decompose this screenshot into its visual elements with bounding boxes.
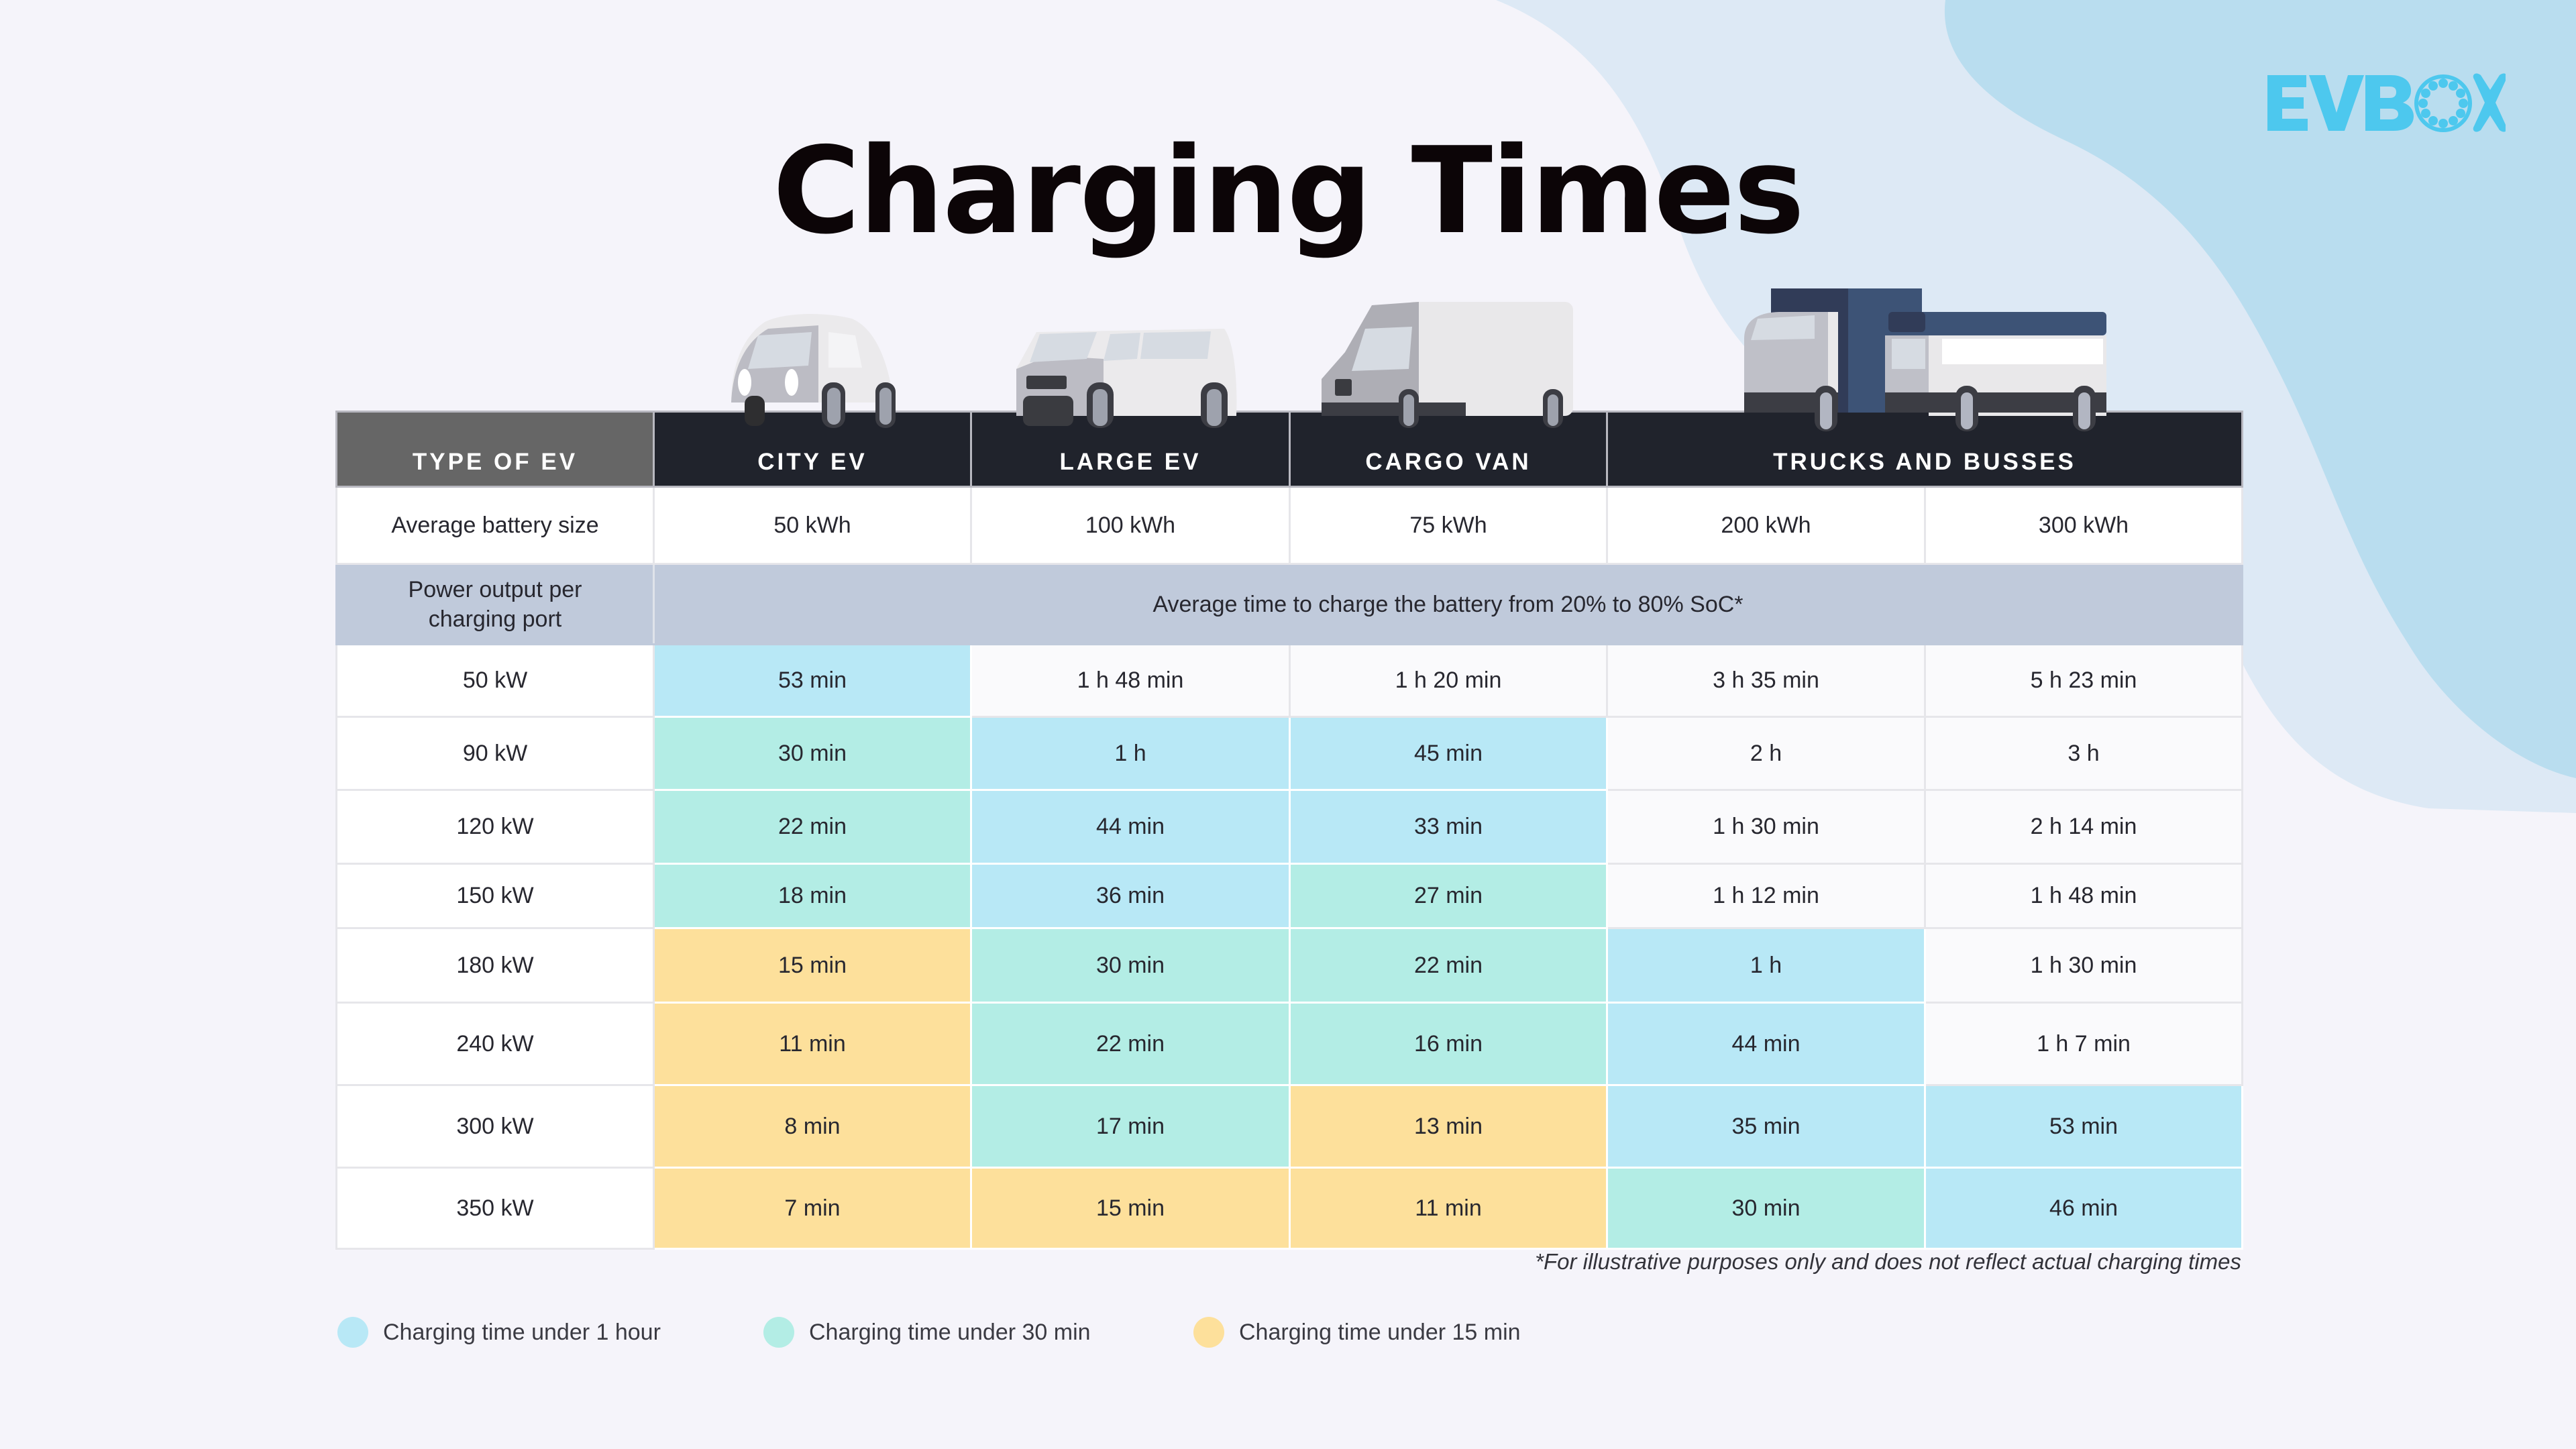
power-output-cell: 300 kW	[335, 1084, 655, 1169]
charging-time-cell: 46 min	[1924, 1167, 2243, 1250]
power-output-cell: 90 kW	[335, 716, 655, 791]
charging-time-cell: 13 min	[1289, 1084, 1608, 1169]
power-output-cell: 120 kW	[335, 789, 655, 865]
page-title: Charging Times	[772, 121, 1805, 260]
power-output-cell: 240 kW	[335, 1002, 655, 1086]
legend-label: Charging time under 15 min	[1239, 1319, 1521, 1345]
charging-time-cell: 7 min	[653, 1167, 972, 1250]
charging-time-cell: 44 min	[1606, 1002, 1926, 1086]
legend-dot-icon	[1193, 1317, 1224, 1348]
charging-time-cell: 35 min	[1606, 1084, 1926, 1169]
city-car-icon	[731, 314, 896, 428]
charging-time-cell: 30 min	[970, 927, 1291, 1004]
header-type-of-ev: TYPE OF EV	[335, 411, 655, 488]
charging-time-cell: 1 h 48 min	[970, 643, 1291, 718]
table-row: 350 kW 7 min 15 min 11 min 30 min 46 min	[335, 1167, 2243, 1250]
power-output-cell: 150 kW	[335, 863, 655, 929]
legend-label: Charging time under 30 min	[809, 1319, 1091, 1345]
charging-time-cell: 53 min	[1924, 1084, 2243, 1169]
header-trucks-and-busses: TRUCKS AND BUSSES	[1606, 411, 2243, 488]
charging-time-cell: 45 min	[1289, 716, 1608, 791]
charging-time-cell: 8 min	[653, 1084, 972, 1169]
battery-size-value: 200 kWh	[1606, 486, 1926, 565]
legend-dot-icon	[337, 1317, 368, 1348]
battery-size-value: 100 kWh	[970, 486, 1291, 565]
truck-bus-icon	[1744, 288, 2106, 431]
charging-time-cell: 44 min	[970, 789, 1291, 865]
charging-time-cell: 22 min	[1289, 927, 1608, 1004]
table-row: 240 kW 11 min 22 min 16 min 44 min 1 h 7 min	[335, 1002, 2243, 1086]
charging-time-cell: 2 h 14 min	[1924, 789, 2243, 865]
legend-item-under-30-min: Charging time under 30 min	[763, 1315, 1091, 1350]
legend-label: Charging time under 1 hour	[383, 1319, 661, 1345]
charging-time-cell: 2 h	[1606, 716, 1926, 791]
table-row: 150 kW 18 min 36 min 27 min 1 h 12 min 1 h 48…	[335, 863, 2243, 929]
battery-size-value: 300 kWh	[1924, 486, 2243, 565]
subheader-row: Power output per charging port Average t…	[335, 563, 2243, 645]
power-output-cell: 50 kW	[335, 643, 655, 718]
charging-time-cell: 15 min	[970, 1167, 1291, 1250]
battery-size-value: 75 kWh	[1289, 486, 1608, 565]
charging-times-table: TYPE OF EV CITY EV LARGE EV CARGO VAN TR…	[335, 411, 2243, 1250]
legend-item-under-15-min: Charging time under 15 min	[1193, 1315, 1521, 1350]
legend-item-under-1-hour: Charging time under 1 hour	[337, 1315, 661, 1350]
charging-time-cell: 5 h 23 min	[1924, 643, 2243, 718]
battery-size-label: Average battery size	[335, 486, 655, 565]
charging-time-cell: 30 min	[1606, 1167, 1926, 1250]
average-time-description: Average time to charge the battery from …	[653, 563, 2243, 645]
battery-size-value: 50 kWh	[653, 486, 972, 565]
header-large-ev: LARGE EV	[970, 411, 1291, 488]
legend-dot-icon	[763, 1317, 794, 1348]
header-city-ev: CITY EV	[653, 411, 972, 488]
charging-time-cell: 18 min	[653, 863, 972, 929]
table-row: 50 kW 53 min 1 h 48 min 1 h 20 min 3 h 35 mi…	[335, 643, 2243, 718]
table-row: 120 kW 22 min 44 min 33 min 1 h 30 min 2 h 14…	[335, 789, 2243, 865]
charging-time-cell: 1 h 20 min	[1289, 643, 1608, 718]
power-output-label: Power output per charging port	[335, 563, 655, 645]
charging-time-cell: 1 h 48 min	[1924, 863, 2243, 929]
charging-time-cell: 15 min	[653, 927, 972, 1004]
charging-time-cell: 17 min	[970, 1084, 1291, 1169]
charging-time-cell: 33 min	[1289, 789, 1608, 865]
charging-time-cell: 30 min	[653, 716, 972, 791]
footnote: *For illustrative purposes only and does…	[1535, 1249, 2241, 1274]
charging-time-cell: 11 min	[653, 1002, 972, 1086]
charging-time-cell: 3 h	[1924, 716, 2243, 791]
charging-time-cell: 1 h	[970, 716, 1291, 791]
charging-time-cell: 11 min	[1289, 1167, 1608, 1250]
charging-time-cell: 16 min	[1289, 1002, 1608, 1086]
charging-time-cell: 1 h 7 min	[1924, 1002, 2243, 1086]
evbox-logo	[2267, 73, 2506, 132]
charging-time-cell: 1 h 30 min	[1606, 789, 1926, 865]
charging-time-cell: 22 min	[653, 789, 972, 865]
charging-time-cell: 53 min	[653, 643, 972, 718]
charging-time-cell: 36 min	[970, 863, 1291, 929]
van-icon	[1322, 302, 1573, 428]
charging-time-cell: 1 h	[1606, 927, 1926, 1004]
charging-time-cell: 27 min	[1289, 863, 1608, 929]
charging-time-cell: 1 h 12 min	[1606, 863, 1926, 929]
charging-time-cell: 22 min	[970, 1002, 1291, 1086]
power-output-cell: 350 kW	[335, 1167, 655, 1250]
power-output-cell: 180 kW	[335, 927, 655, 1004]
table-row: 300 kW 8 min 17 min 13 min 35 min 53 min	[335, 1084, 2243, 1169]
charging-time-cell: 3 h 35 min	[1606, 643, 1926, 718]
suv-icon	[1016, 329, 1237, 428]
charging-time-cell: 1 h 30 min	[1924, 927, 2243, 1004]
battery-size-row: Average battery size 50 kWh 100 kWh 75 k…	[335, 486, 2243, 565]
